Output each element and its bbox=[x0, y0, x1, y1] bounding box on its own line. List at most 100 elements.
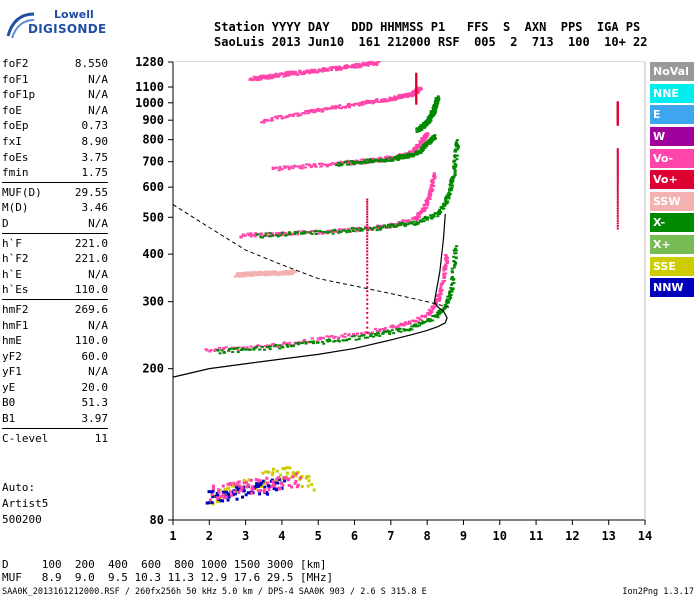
echo-point bbox=[359, 65, 363, 68]
echo-point bbox=[442, 306, 446, 309]
echo-point bbox=[366, 286, 369, 289]
echo-point bbox=[616, 198, 619, 201]
series-x- bbox=[255, 139, 460, 239]
param-row: foEs 3.75 bbox=[2, 150, 108, 166]
echo-point bbox=[444, 202, 448, 205]
echo-point bbox=[296, 112, 300, 115]
echo-point bbox=[353, 66, 357, 69]
echo-point bbox=[299, 232, 303, 235]
echo-point bbox=[423, 315, 427, 318]
electron-density-profile bbox=[172, 213, 448, 378]
echo-point bbox=[320, 110, 324, 113]
echo-point bbox=[455, 245, 459, 248]
chart-marks bbox=[204, 60, 619, 506]
echo-point bbox=[246, 232, 250, 235]
echo-point bbox=[290, 232, 294, 235]
echo-point bbox=[382, 160, 386, 163]
echo-point bbox=[366, 282, 369, 285]
echo-point bbox=[616, 186, 619, 189]
echo-point bbox=[427, 196, 431, 199]
echo-point bbox=[431, 135, 435, 138]
echo-point bbox=[437, 309, 441, 312]
echo-point bbox=[388, 226, 392, 229]
echo-point bbox=[337, 231, 341, 234]
echo-point bbox=[396, 158, 400, 161]
echo-point bbox=[271, 471, 275, 475]
echo-point bbox=[375, 229, 379, 232]
echo-point bbox=[303, 338, 307, 341]
echo-point bbox=[390, 97, 394, 100]
echo-point bbox=[380, 225, 384, 228]
echo-point bbox=[278, 165, 282, 168]
echo-point bbox=[616, 217, 619, 220]
x-tick-label: 3 bbox=[242, 529, 249, 543]
echo-point bbox=[270, 473, 274, 477]
param-value: 221.0 bbox=[74, 252, 108, 266]
echo-point bbox=[448, 295, 452, 298]
echo-point bbox=[251, 233, 255, 236]
echo-point bbox=[284, 234, 288, 237]
echo-point bbox=[364, 161, 368, 164]
echo-point bbox=[325, 163, 329, 166]
echo-point bbox=[215, 491, 219, 495]
echo-point bbox=[287, 114, 291, 117]
echo-point bbox=[229, 493, 233, 497]
x-tick-label: 8 bbox=[424, 529, 431, 543]
echo-point bbox=[319, 165, 323, 168]
echo-point bbox=[432, 213, 436, 216]
echo-point bbox=[227, 486, 231, 490]
echo-point bbox=[443, 303, 447, 306]
echo-point bbox=[242, 489, 246, 493]
echo-point bbox=[236, 488, 240, 492]
param-row: hmE 110.0 bbox=[2, 333, 108, 349]
echo-point bbox=[326, 229, 330, 232]
param-value: 8.90 bbox=[81, 134, 109, 148]
echo-point bbox=[294, 479, 298, 483]
echo-point bbox=[272, 481, 276, 485]
polarization-legend: NoVal NNE E W Vo- Vo+ SSW X- X+ SSE NNW bbox=[650, 62, 694, 300]
echo-point bbox=[293, 233, 297, 236]
echo-point bbox=[427, 313, 431, 316]
x-tick-label: 7 bbox=[387, 529, 394, 543]
echo-point bbox=[205, 501, 209, 505]
legend-item: SSE bbox=[650, 256, 694, 276]
echo-point bbox=[292, 343, 296, 346]
echo-point bbox=[407, 154, 411, 157]
param-name: foEs bbox=[2, 150, 29, 164]
echo-point bbox=[426, 318, 430, 321]
echo-point bbox=[454, 141, 458, 144]
echo-point bbox=[396, 328, 400, 331]
echo-point bbox=[264, 232, 268, 235]
echo-point bbox=[419, 148, 423, 151]
echo-point bbox=[287, 477, 291, 481]
echo-point bbox=[397, 157, 401, 160]
echo-point bbox=[388, 96, 392, 99]
echo-point bbox=[286, 273, 290, 276]
echo-point bbox=[271, 76, 275, 79]
echo-point bbox=[420, 220, 424, 223]
echo-point bbox=[313, 109, 317, 112]
echo-point bbox=[261, 76, 265, 79]
echo-point bbox=[288, 113, 292, 116]
echo-point bbox=[313, 163, 317, 166]
echo-point bbox=[338, 104, 342, 107]
param-separator bbox=[2, 181, 108, 183]
echo-point bbox=[420, 207, 424, 210]
echo-point bbox=[447, 301, 451, 304]
echo-point bbox=[248, 491, 252, 495]
echo-point bbox=[326, 340, 330, 343]
auto-label: Auto: bbox=[2, 481, 36, 494]
echo-point bbox=[249, 77, 253, 80]
echo-point bbox=[263, 234, 267, 237]
echo-point bbox=[449, 188, 453, 191]
echo-point bbox=[267, 271, 271, 274]
param-separator bbox=[2, 427, 108, 429]
echo-point bbox=[431, 319, 435, 322]
echo-point bbox=[307, 70, 311, 73]
echo-point bbox=[274, 479, 278, 483]
echo-point bbox=[279, 271, 283, 274]
echo-point bbox=[431, 308, 435, 311]
echo-point bbox=[211, 495, 215, 499]
echo-point bbox=[352, 230, 356, 233]
echo-point bbox=[408, 322, 412, 325]
